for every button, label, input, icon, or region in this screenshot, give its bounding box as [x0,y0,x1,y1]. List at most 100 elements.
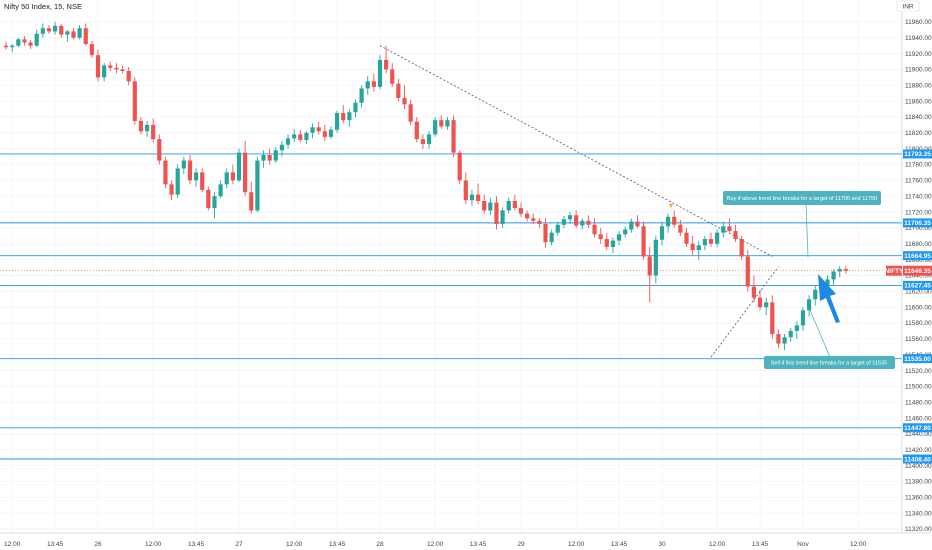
candle-body[interactable] [420,139,426,144]
candle-body[interactable] [721,226,726,233]
candle-body[interactable] [408,104,413,122]
candle-body[interactable] [690,243,695,251]
candle-body[interactable] [169,184,174,195]
candle-body[interactable] [739,239,744,257]
candle-body[interactable] [28,42,33,46]
candle-body[interactable] [46,28,52,32]
candle-body[interactable] [457,152,462,181]
candle-body[interactable] [353,102,358,113]
candle-body[interactable] [782,337,787,344]
candle-body[interactable] [59,25,64,35]
candle-body[interactable] [236,152,242,181]
candle-body[interactable] [310,127,315,133]
candle-body[interactable] [328,129,334,137]
candle-body[interactable] [181,160,186,169]
candle-body[interactable] [433,120,438,135]
candle-body[interactable] [243,152,248,193]
candle-body[interactable] [384,59,389,70]
candle-body[interactable] [635,221,640,227]
candle-body[interactable] [316,127,321,132]
candle-body[interactable] [377,59,383,87]
candle-body[interactable] [279,144,285,151]
candle-body[interactable] [629,221,634,230]
candle-body[interactable] [733,231,738,240]
candle-body[interactable] [463,180,468,201]
candle-body[interactable] [592,224,597,235]
candle-body[interactable] [647,256,652,276]
candle-body[interactable] [512,200,517,209]
candle-body[interactable] [757,297,763,308]
candle-body[interactable] [285,138,291,145]
candle-body[interactable] [800,310,806,326]
candle-body[interactable] [831,271,836,280]
candle-body[interactable] [193,172,199,181]
candle-body[interactable] [494,202,499,224]
candle-body[interactable] [267,155,272,161]
candle-body[interactable] [95,55,101,78]
candle-body[interactable] [414,121,419,140]
candle-body[interactable] [347,112,352,121]
candle-body[interactable] [200,172,205,190]
candle-body[interactable] [641,226,646,257]
candle-body[interactable] [561,219,566,225]
candle-body[interactable] [175,168,180,195]
candle-body[interactable] [163,160,168,185]
candle-body[interactable] [475,194,481,201]
candle-body[interactable] [249,192,254,211]
currency-button[interactable] [896,0,920,12]
candle-body[interactable] [604,239,609,247]
candle-body[interactable] [525,213,530,219]
candle-body[interactable] [549,232,554,243]
candle-body[interactable] [659,226,665,240]
candle-body[interactable] [653,239,658,276]
candle-body[interactable] [751,286,757,298]
candle-body[interactable] [439,120,444,127]
candle-body[interactable] [114,67,119,70]
time-axis[interactable]: 12:00 13:45 26 12:00 13:45 27 12:00 13:45 28 12:0… [4,541,867,548]
candle-body[interactable] [22,39,27,43]
candle-body[interactable] [390,69,395,84]
candle-body[interactable] [543,223,548,243]
candle-body[interactable] [555,224,560,233]
candle-body[interactable] [788,330,793,338]
candle-body[interactable] [684,232,689,244]
candle-body[interactable] [451,120,456,153]
candle-body[interactable] [120,69,125,72]
candle-body[interactable] [531,218,536,221]
candle-body[interactable] [151,124,156,140]
candle-body[interactable] [138,120,144,132]
candle-body[interactable] [672,216,677,225]
candle-body[interactable] [341,113,346,121]
candle-body[interactable] [610,240,616,247]
candle-body[interactable] [206,189,211,209]
candle-body[interactable] [616,234,622,241]
candle-body[interactable] [102,65,107,78]
candles-layer[interactable] [3,21,848,350]
candle-body[interactable] [843,269,848,271]
candle-body[interactable] [108,65,113,68]
candle-body[interactable] [813,289,818,300]
candle-body[interactable] [359,88,364,103]
candle-body[interactable] [678,224,683,233]
candle-body[interactable] [623,229,628,235]
candle-body[interactable] [157,139,162,161]
candle-body[interactable] [715,232,720,244]
candle-body[interactable] [574,215,579,226]
candle-body[interactable] [40,28,45,34]
candle-body[interactable] [500,210,505,224]
candle-body[interactable] [71,31,76,38]
candle-body[interactable] [16,39,21,46]
candle-body[interactable] [298,134,303,140]
candle-body[interactable] [696,245,701,251]
candle-body[interactable] [132,81,137,121]
candle-body[interactable] [488,202,493,211]
candle-body[interactable] [469,194,475,201]
candle-body[interactable] [776,334,781,344]
candle-body[interactable] [806,299,812,311]
candle-body[interactable] [837,269,842,272]
candle-body[interactable] [212,196,217,209]
candle-body[interactable] [567,215,573,220]
candle-body[interactable] [230,172,235,181]
candle-body[interactable] [445,120,450,127]
